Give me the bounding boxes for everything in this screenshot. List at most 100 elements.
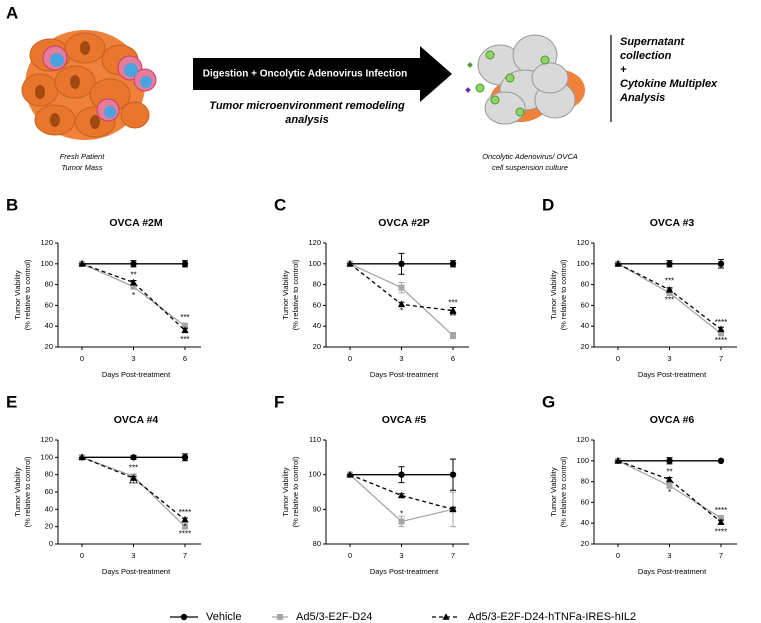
y-tick-label: 100 [308, 470, 321, 479]
y-tick-label: 40 [313, 321, 321, 330]
y-tick-label: 40 [45, 321, 53, 330]
data-point [397, 491, 406, 499]
y-axis-label: Tumor Viability [13, 467, 22, 516]
data-point [398, 284, 405, 291]
data-point [130, 283, 137, 290]
x-tick-label: 3 [131, 551, 135, 560]
y-tick-label: 100 [576, 259, 589, 268]
data-point [398, 260, 405, 267]
significance-label: *** [180, 335, 189, 344]
significance-label: ** [666, 287, 672, 296]
x-tick-label: 7 [183, 551, 187, 560]
data-point [182, 523, 188, 530]
x-tick-label: 3 [399, 551, 403, 560]
legend-label: Ad5/3-E2F-D24-hTNFa-IRES-hIL2 [468, 611, 636, 623]
data-point [449, 260, 457, 267]
legend-marker [442, 613, 450, 620]
data-point [665, 475, 674, 483]
panel-letter: A [6, 3, 18, 22]
legend-label: Ad5/3-E2F-D24 [296, 611, 372, 623]
chart-title: OVCA #5 [382, 414, 427, 426]
data-point [130, 260, 137, 267]
significance-label: ** [130, 270, 136, 279]
data-point [181, 326, 189, 334]
data-point [129, 278, 138, 286]
x-tick-label: 0 [348, 354, 352, 363]
y-tick-label: 40 [581, 321, 589, 330]
arrow-subtitle: analysis [285, 114, 328, 126]
x-tick-label: 0 [348, 551, 352, 560]
y-tick-label: 110 [309, 435, 321, 444]
y-tick-label: 100 [308, 259, 321, 268]
data-point [78, 260, 86, 267]
significance-label: * [183, 522, 186, 531]
arrow-label: Digestion + Oncolytic Adenovirus Infecti… [203, 69, 407, 80]
y-axis-label: Tumor Viability [281, 270, 290, 319]
y-tick-label: 100 [40, 452, 53, 461]
tumor-mass-illustration [21, 30, 157, 140]
y-axis-label: (% relative to control) [23, 259, 32, 330]
y-tick-label: 20 [45, 342, 53, 351]
series-line [81, 456, 186, 521]
y-tick-label: 80 [45, 280, 53, 289]
caption: cell suspension culture [492, 163, 568, 172]
data-point [130, 454, 137, 461]
data-point [182, 323, 188, 330]
data-point [614, 260, 622, 267]
caption: Fresh Patient [60, 152, 106, 161]
significance-label: ** [450, 312, 456, 321]
x-axis-label: Days Post-treatment [638, 370, 707, 379]
chart-title: OVCA #3 [650, 217, 695, 229]
y-tick-label: 60 [581, 300, 589, 309]
data-point [717, 325, 725, 333]
y-tick-label: 80 [581, 477, 589, 486]
significance-label: *** [665, 295, 674, 304]
significance-label: **** [715, 506, 727, 515]
data-point [666, 482, 673, 489]
data-point [665, 286, 674, 293]
legend-marker [180, 613, 188, 621]
significance-label: **** [715, 528, 727, 537]
y-axis-label: Tumor Viability [13, 270, 22, 319]
y-axis-label: (% relative to control) [291, 456, 300, 527]
legend-label: Vehicle [206, 611, 241, 623]
significance-label: *** [448, 298, 457, 307]
y-tick-label: 0 [49, 539, 53, 548]
y-tick-label: 120 [576, 435, 589, 444]
data-point [666, 457, 673, 464]
x-tick-label: 7 [451, 551, 455, 560]
x-axis-label: Days Post-treatment [102, 567, 171, 576]
data-point [397, 300, 406, 308]
significance-label: * [132, 291, 135, 300]
x-axis-label: Days Post-treatment [638, 567, 707, 576]
data-point [398, 471, 405, 478]
series-line [81, 263, 186, 331]
x-tick-label: 0 [616, 354, 620, 363]
data-point [717, 260, 725, 267]
y-axis-label: (% relative to control) [23, 456, 32, 527]
significance-label: * [668, 488, 671, 497]
significance-label: **** [715, 318, 727, 327]
y-tick-label: 120 [308, 238, 321, 247]
y-tick-label: 100 [40, 259, 53, 268]
panel-letter: D [542, 195, 554, 214]
caption: Oncolytic Adenovirus/ OVCA [482, 152, 578, 161]
x-tick-label: 7 [719, 551, 723, 560]
significance-label: **** [179, 530, 191, 539]
x-tick-label: 0 [80, 354, 84, 363]
data-point [346, 470, 354, 478]
data-point [666, 289, 673, 296]
data-point [181, 260, 189, 267]
y-axis-label: Tumor Viability [549, 467, 558, 516]
x-tick-label: 3 [667, 354, 671, 363]
y-tick-label: 20 [581, 342, 589, 351]
data-point [666, 260, 673, 267]
data-point [449, 471, 457, 478]
data-point [717, 518, 725, 525]
y-tick-label: 60 [313, 300, 321, 309]
process-arrow [193, 46, 452, 102]
series-line [617, 460, 722, 523]
y-tick-label: 100 [576, 456, 589, 465]
panel-letter: E [6, 392, 17, 411]
y-tick-label: 80 [581, 280, 589, 289]
